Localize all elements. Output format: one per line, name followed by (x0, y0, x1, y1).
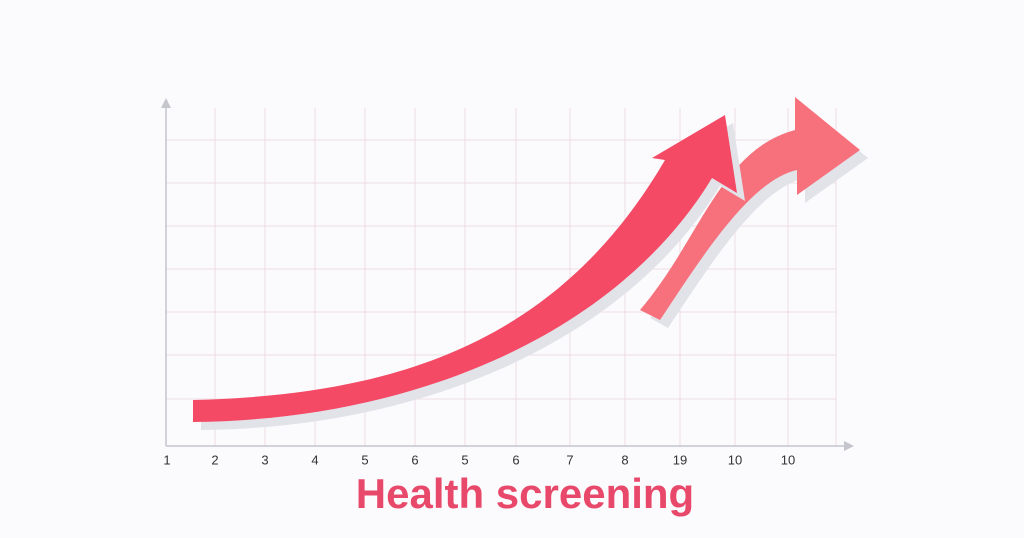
x-tick-label: 4 (311, 452, 318, 467)
x-tick-label: 3 (261, 452, 268, 467)
x-tick-label: 5 (461, 452, 468, 467)
title: Health screening (356, 470, 694, 517)
secondary-arrow (640, 97, 860, 320)
x-tick-label: 7 (566, 452, 573, 467)
x-tick-label: 10 (728, 452, 742, 467)
x-tick-label: 19 (673, 452, 687, 467)
x-tick-label: 8 (621, 452, 628, 467)
x-tick-label: 6 (512, 452, 519, 467)
x-tick-label: 6 (411, 452, 418, 467)
x-tick-label: 2 (211, 452, 218, 467)
x-axis-arrow (844, 441, 854, 451)
x-tick-label: 10 (781, 452, 795, 467)
x-tick-label: 5 (361, 452, 368, 467)
x-tick-label: 1 (163, 452, 170, 467)
y-axis-arrow (161, 98, 171, 108)
main-arrow (193, 115, 737, 422)
